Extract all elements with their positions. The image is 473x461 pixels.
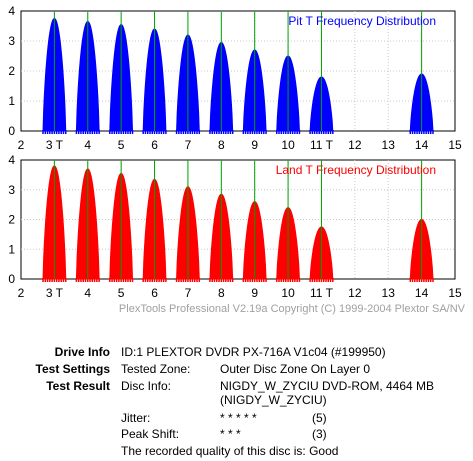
land-x-tick-label: 4 [84, 286, 91, 300]
pit-x-tick-label: 4 [84, 138, 91, 152]
jitter-stars: * * * * * [220, 411, 257, 425]
land-x-tick-label: 13 [382, 286, 396, 300]
land-x-tick-label: 14 [415, 286, 429, 300]
pit-x-tick-label: 3 T [46, 138, 64, 152]
land-x-tick-label: 3 T [46, 286, 64, 300]
disc-info-label: Disc Info: [121, 379, 172, 393]
pit-x-tick-label: 7 [185, 138, 192, 152]
pit-x-tick-label: 5 [118, 138, 125, 152]
peak-shift-stars: * * * [220, 427, 241, 441]
tested-zone-label: Tested Zone: [121, 362, 191, 376]
land-x-tick-label: 2 [18, 286, 25, 300]
land-y-tick-label: 0 [8, 272, 15, 286]
pit-x-tick-label: 11 T [310, 138, 334, 152]
pit-x-tick-label: 14 [415, 138, 429, 152]
land-x-tick-label: 8 [218, 286, 225, 300]
pit-y-tick-label: 2 [8, 64, 15, 78]
drive-info-value: ID:1 PLEXTOR DVDR PX-716A V1c04 (#199950… [121, 345, 386, 359]
pit-x-tick-label: 13 [382, 138, 396, 152]
land-x-tick-label: 9 [251, 286, 258, 300]
pit-x-tick-label: 2 [18, 138, 25, 152]
land-x-tick-label: 6 [151, 286, 158, 300]
peak-shift-score: (3) [312, 427, 327, 441]
land-x-tick-label: 12 [348, 286, 362, 300]
test-settings-label: Test Settings [35, 362, 110, 376]
disc-info-line2: (NIGDY_W_ZYCIU) [220, 393, 327, 407]
land-y-tick-label: 1 [8, 242, 15, 256]
peak-shift-label: Peak Shift: [121, 427, 180, 441]
drive-info-label: Drive Info [54, 345, 110, 359]
land-y-tick-label: 2 [8, 213, 15, 227]
pit-y-tick-label: 4 [8, 4, 15, 18]
pit-x-tick-label: 9 [251, 138, 258, 152]
pit-x-tick-label: 15 [448, 138, 462, 152]
land-x-tick-label: 10 [281, 286, 295, 300]
pit-x-tick-label: 10 [281, 138, 295, 152]
pit-x-tick-label: 6 [151, 138, 158, 152]
pit-x-tick-label: 8 [218, 138, 225, 152]
tested-zone-value: Outer Disc Zone On Layer 0 [220, 362, 371, 376]
land-y-tick-label: 3 [8, 183, 15, 197]
pit-y-tick-label: 3 [8, 34, 15, 48]
disc-info-line1: NIGDY_W_ZYCIU DVD-ROM, 4464 MB [220, 379, 435, 393]
pit-y-tick-label: 1 [8, 94, 15, 108]
pit-x-tick-label: 12 [348, 138, 362, 152]
jitter-score: (5) [312, 411, 327, 425]
land-x-tick-label: 15 [448, 286, 462, 300]
quality-verdict: The recorded quality of this disc is: Go… [121, 444, 339, 458]
copyright-notice: PlexTools Professional V2.19a Copyright … [118, 303, 465, 315]
test-result-label: Test Result [46, 379, 110, 393]
land-x-tick-label: 7 [185, 286, 192, 300]
land-y-tick-label: 4 [8, 153, 15, 167]
pit-chart-title: Pit T Frequency Distribution [288, 14, 436, 28]
pit-y-tick-label: 0 [8, 124, 15, 138]
land-x-tick-label: 5 [118, 286, 125, 300]
land-chart-title: Land T Frequency Distribution [276, 163, 436, 177]
land-x-tick-label: 11 T [310, 286, 334, 300]
jitter-label: Jitter: [121, 411, 151, 425]
